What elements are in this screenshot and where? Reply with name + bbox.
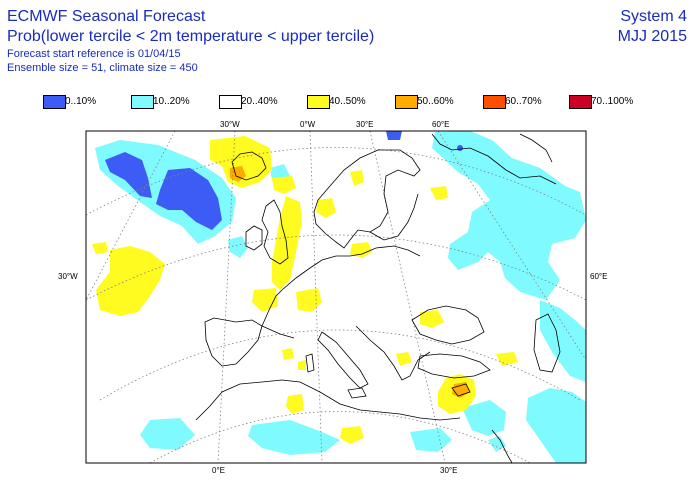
legend-label: 0..10% <box>65 96 97 107</box>
coastlines <box>195 133 561 463</box>
north-africa-coast <box>195 379 461 421</box>
france-coast <box>261 289 295 339</box>
grid-label-top-0: 30°W <box>220 120 240 129</box>
ireland-coast <box>245 225 263 251</box>
map-title: ECMWF Seasonal Forecast <box>7 8 206 25</box>
sicily-coast <box>347 387 367 399</box>
scandinavia-coast <box>313 149 421 249</box>
probability-0-10-areas <box>105 131 463 230</box>
continent-north-coast <box>281 245 421 291</box>
grid-label-top-1: 0°W <box>300 120 316 129</box>
legend: 0..10% 10..20% 20..40% 40..50% 50..60% 6… <box>43 95 643 109</box>
ensemble-size: Ensemble size = 51, climate size = 450 <box>7 62 198 74</box>
anatolia-coast <box>417 353 491 379</box>
caspian-coast <box>533 313 561 373</box>
grid-label-top-3: 60°E <box>432 120 449 129</box>
grid-label-top-2: 30°E <box>356 120 373 129</box>
legend-label: 40..50% <box>329 96 366 107</box>
balkans-coast <box>355 325 431 381</box>
legend-label: 10..20% <box>153 96 190 107</box>
period-label: MJJ 2015 <box>617 28 687 45</box>
legend-swatch <box>483 95 506 109</box>
probability-40-50-areas <box>92 136 518 444</box>
legend-swatch <box>131 95 154 109</box>
legend-swatch <box>43 95 66 109</box>
legend-swatch <box>569 95 592 109</box>
legend-swatch <box>307 95 330 109</box>
britain-coast <box>261 199 289 265</box>
ural-arctic-coast <box>431 133 557 185</box>
grid-label-bottom-1: 30°E <box>440 466 457 475</box>
system-label: System 4 <box>620 8 687 25</box>
legend-label: 60..70% <box>505 96 542 107</box>
iceland-coast <box>231 151 267 181</box>
novaya-zemlya <box>519 133 553 163</box>
grid-label-right: 60°E <box>590 272 607 281</box>
legend-swatch <box>395 95 418 109</box>
red-sea-coast <box>491 429 513 463</box>
legend-label: 50..60% <box>417 96 454 107</box>
baltic-coast <box>369 193 419 241</box>
graticule <box>86 131 586 463</box>
iberia-coast <box>204 317 263 367</box>
map-frame <box>85 130 587 464</box>
legend-label: 70..100% <box>591 96 634 107</box>
black-sea-coast <box>411 305 485 345</box>
grid-label-left: 30°W <box>58 272 78 281</box>
forecast-start-reference: Forecast start reference is 01/04/15 <box>7 48 181 60</box>
cyprus-coast <box>451 383 471 397</box>
map-subtitle: Prob(lower tercile < 2m temperature < up… <box>7 28 375 45</box>
legend-swatch <box>219 95 242 109</box>
legend-label: 20..40% <box>241 96 278 107</box>
sardinia-coast <box>305 353 315 373</box>
grid-label-bottom-0: 0°E <box>212 466 225 475</box>
